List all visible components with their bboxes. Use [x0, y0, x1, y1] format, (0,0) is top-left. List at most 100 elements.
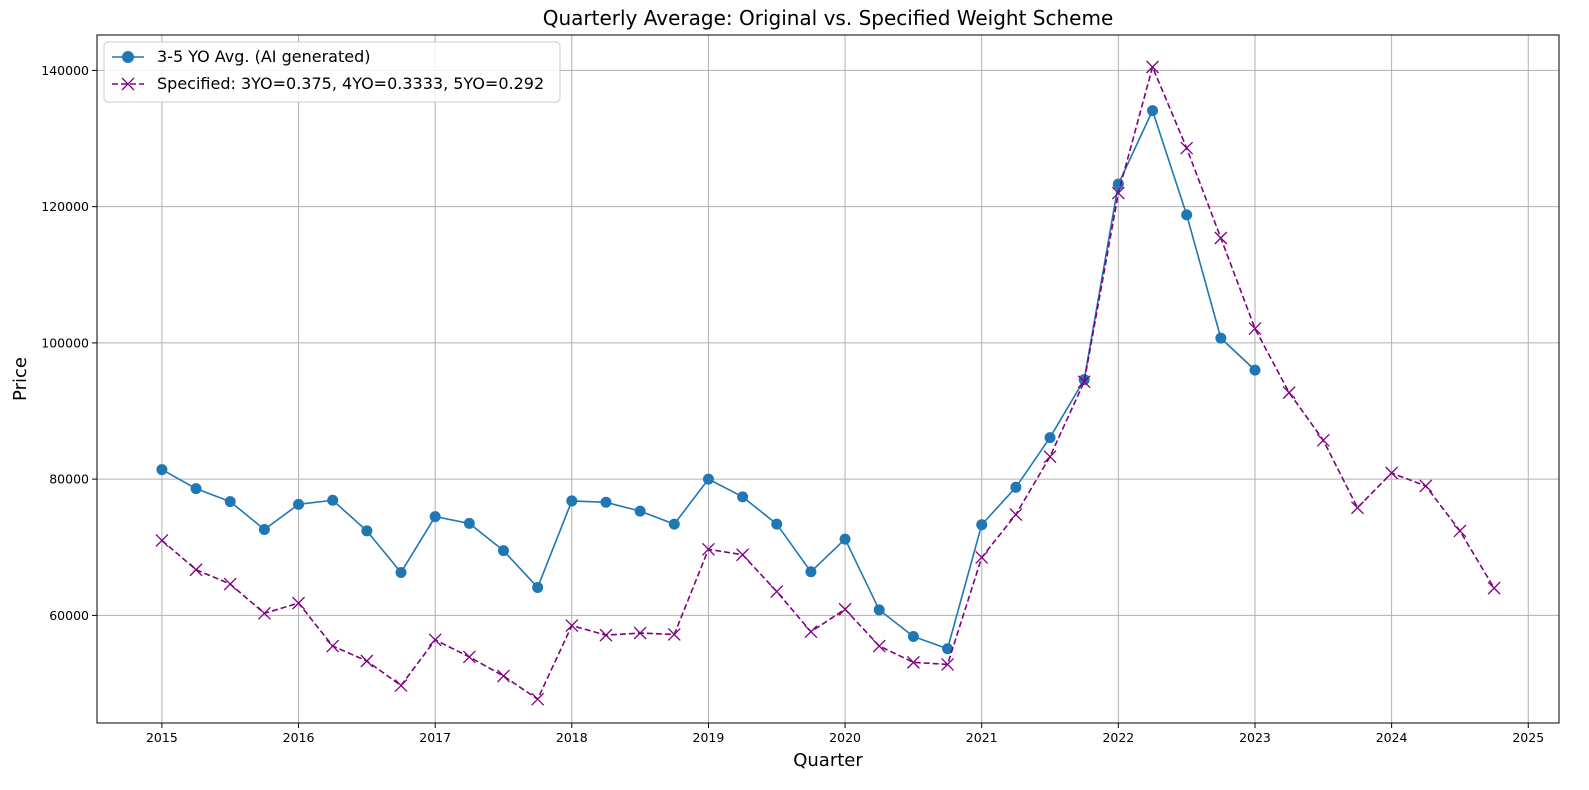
data-point — [736, 548, 750, 562]
data-point — [1249, 364, 1261, 376]
data-point — [497, 545, 509, 557]
x-tick-label: 2016 — [283, 730, 315, 745]
data-point — [189, 563, 203, 577]
data-point — [395, 566, 407, 578]
data-point — [942, 643, 954, 655]
data-point — [838, 602, 852, 616]
data-point — [667, 627, 681, 641]
series-2 — [155, 60, 1501, 706]
x-tick-label: 2022 — [1102, 730, 1134, 745]
legend-marker-series-1 — [122, 51, 134, 63]
data-point — [462, 650, 476, 664]
x-tick-label: 2023 — [1239, 730, 1271, 745]
data-point — [1146, 60, 1159, 74]
data-point — [1181, 209, 1193, 221]
y-tick-label: 60000 — [49, 608, 89, 623]
legend-label-series-2: Specified: 3YO=0.375, 4YO=0.3333, 5YO=0.… — [157, 74, 544, 93]
data-point — [1180, 141, 1194, 155]
data-point — [1043, 450, 1057, 464]
data-point — [531, 692, 545, 706]
data-point — [770, 585, 784, 598]
data-point — [599, 628, 613, 642]
x-tick-label: 2024 — [1376, 730, 1408, 745]
data-point — [360, 654, 374, 668]
data-point — [1419, 479, 1433, 493]
data-point — [1316, 433, 1330, 447]
data-point — [1282, 386, 1296, 400]
legend-marker-series-2 — [121, 77, 135, 91]
data-point — [1487, 581, 1501, 595]
y-tick-label: 100000 — [41, 335, 89, 350]
data-point — [600, 496, 612, 508]
data-point — [1248, 322, 1262, 336]
data-point — [190, 483, 202, 495]
x-tick-label: 2017 — [419, 730, 451, 745]
legend-label-series-1: 3-5 YO Avg. (AI generated) — [157, 47, 370, 66]
series-1 — [156, 105, 1261, 655]
data-point — [702, 473, 714, 485]
data-point — [293, 498, 305, 510]
data-point — [327, 494, 339, 506]
data-point — [805, 566, 817, 578]
data-point — [804, 625, 818, 639]
data-point — [1147, 105, 1159, 117]
data-point — [257, 606, 271, 620]
data-point — [975, 551, 989, 564]
data-point — [633, 626, 647, 640]
x-tick-label: 2020 — [829, 730, 861, 745]
data-point — [566, 495, 578, 507]
y-tick-label: 120000 — [41, 199, 89, 214]
data-point — [326, 639, 340, 653]
data-point — [634, 505, 646, 517]
data-point — [258, 524, 270, 536]
data-point — [224, 496, 236, 508]
data-point — [872, 639, 886, 653]
data-point — [737, 491, 749, 503]
series-layer — [155, 60, 1501, 706]
axis-ticks: 2015 2016 2017 2018 2019 2020 2021 2022 2023 2024… — [41, 63, 1544, 745]
data-point — [976, 519, 988, 531]
data-point — [668, 518, 680, 530]
data-point — [907, 630, 919, 642]
x-tick-label: 2015 — [146, 730, 178, 745]
data-point — [394, 679, 408, 692]
data-point — [1351, 501, 1364, 515]
data-point — [223, 577, 237, 591]
data-point — [701, 542, 715, 556]
data-point — [1215, 332, 1227, 344]
data-point — [1453, 524, 1467, 538]
data-point — [156, 464, 168, 476]
data-point — [906, 655, 920, 669]
data-point — [429, 511, 441, 523]
series-line-2 — [161, 66, 1495, 700]
legend: 3-5 YO Avg. (AI generated) Specified: 3Y… — [103, 41, 561, 103]
chart-title: Quarterly Average: Original vs. Specifie… — [543, 6, 1114, 30]
data-point — [463, 517, 475, 529]
data-point — [1077, 375, 1091, 389]
data-point — [1214, 231, 1228, 245]
y-axis-label: Price — [10, 357, 31, 401]
data-point — [771, 518, 783, 530]
data-point — [428, 633, 442, 647]
x-tick-label: 2018 — [556, 730, 588, 745]
legend-box — [103, 41, 561, 103]
data-point — [873, 604, 885, 616]
x-tick-label: 2025 — [1512, 730, 1544, 745]
x-axis-label: Quarter — [793, 750, 863, 771]
data-point — [532, 581, 544, 593]
y-tick-label: 80000 — [49, 472, 89, 487]
data-point — [1044, 432, 1056, 444]
y-tick-label: 140000 — [41, 63, 89, 78]
data-point — [1009, 508, 1023, 522]
data-point — [1111, 186, 1125, 200]
data-point — [155, 533, 169, 547]
data-point — [565, 619, 579, 633]
data-point — [292, 596, 305, 610]
data-point — [941, 657, 955, 671]
x-tick-label: 2021 — [966, 730, 998, 745]
x-tick-label: 2019 — [693, 730, 725, 745]
data-point — [839, 533, 851, 545]
data-point — [361, 525, 373, 537]
